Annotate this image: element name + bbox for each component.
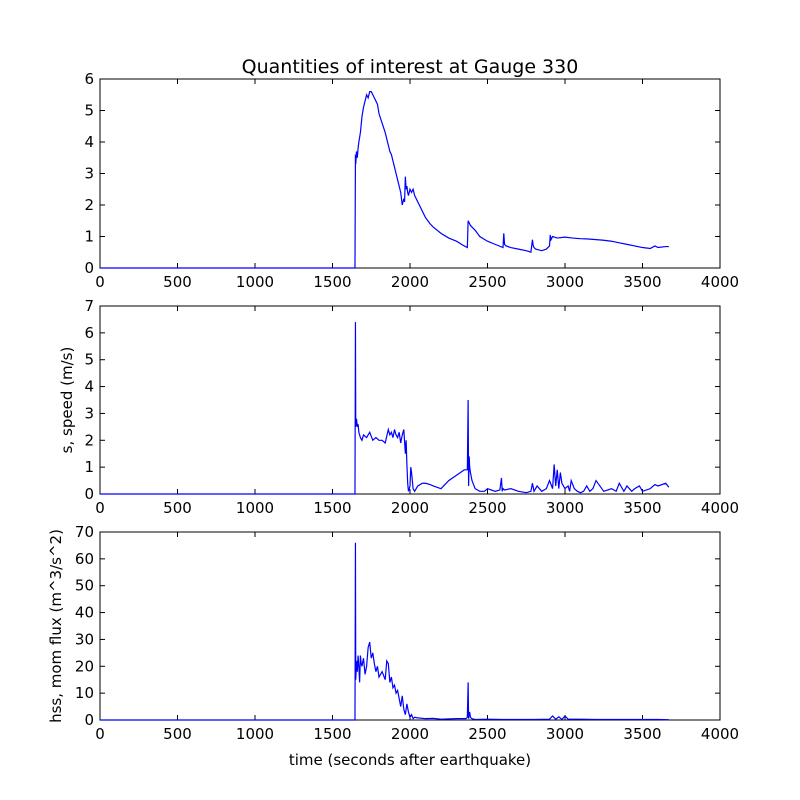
y-tick-label: 2 xyxy=(84,431,94,449)
x-tick-label: 1500 xyxy=(313,273,351,291)
x-tick-label: 3500 xyxy=(623,273,661,291)
x-tick-label: 0 xyxy=(95,273,105,291)
y-tick-label: 4 xyxy=(84,378,94,396)
y-axis-label: hss, mom flux (m^3/s^2) xyxy=(47,529,65,723)
x-tick-label: 3500 xyxy=(623,725,661,743)
chart-title: Quantities of interest at Gauge 330 xyxy=(242,56,579,78)
y-tick-label: 3 xyxy=(84,165,94,183)
plot-frame xyxy=(99,531,721,721)
panel-surface: 0 500 1000 1500 2000 2500 3000 3500 4000 0 1 2 3 4 5 6 xyxy=(84,70,739,291)
y-tick-label: 70 xyxy=(75,523,94,541)
y-tick-label: 0 xyxy=(84,711,94,729)
x-tick-label: 2000 xyxy=(391,273,429,291)
y-tick-label: 40 xyxy=(75,604,94,622)
series-line xyxy=(100,91,669,269)
y-tick-label: 60 xyxy=(75,550,94,568)
x-tick-label: 1000 xyxy=(236,273,274,291)
x-tick-label: 4000 xyxy=(701,273,739,291)
y-tick-label: 1 xyxy=(84,228,94,246)
y-tick-label: 6 xyxy=(84,324,94,342)
x-tick-label: 1000 xyxy=(236,725,274,743)
y-tick-label: 6 xyxy=(84,70,94,88)
x-tick-label: 1000 xyxy=(236,499,274,517)
y-tick-label: 2 xyxy=(84,196,94,214)
plot-frame xyxy=(99,305,721,495)
y-tick-label: 7 xyxy=(84,297,94,315)
y-axis-label: s, speed (m/s) xyxy=(58,347,76,454)
x-tick-label: 0 xyxy=(95,725,105,743)
x-tick-label: 0 xyxy=(95,499,105,517)
x-tick-label: 3500 xyxy=(623,499,661,517)
x-tick-label: 500 xyxy=(163,273,192,291)
x-tick-label: 4000 xyxy=(701,725,739,743)
y-tick-label: 20 xyxy=(75,657,94,675)
y-tick-label: 1 xyxy=(84,458,94,476)
axis-ticks: 0 500 1000 1500 2000 2500 3000 3500 4000 0 10 20 30 4… xyxy=(75,523,739,743)
x-axis-label: time (seconds after earthquake) xyxy=(289,751,531,769)
panel-speed: 0 500 1000 1500 2000 2500 3000 3500 4000 0 1 2 3 4 5 6 7… xyxy=(58,297,739,517)
x-tick-label: 500 xyxy=(163,725,192,743)
axis-ticks: 0 500 1000 1500 2000 2500 3000 3500 4000 0 1 2 3 4 5 6 xyxy=(84,70,739,291)
y-tick-label: 0 xyxy=(84,259,94,277)
y-tick-label: 4 xyxy=(84,133,94,151)
x-tick-label: 2000 xyxy=(391,725,429,743)
y-tick-label: 5 xyxy=(84,351,94,369)
y-tick-label: 50 xyxy=(75,577,94,595)
y-tick-label: 10 xyxy=(75,684,94,702)
x-tick-label: 2500 xyxy=(468,499,506,517)
x-tick-label: 1500 xyxy=(313,499,351,517)
y-tick-label: 3 xyxy=(84,404,94,422)
plot-frame xyxy=(99,78,721,269)
x-tick-label: 3000 xyxy=(546,499,584,517)
x-tick-label: 3000 xyxy=(546,273,584,291)
x-tick-label: 3000 xyxy=(546,725,584,743)
x-tick-label: 2500 xyxy=(468,725,506,743)
series-line xyxy=(100,542,669,721)
y-tick-label: 30 xyxy=(75,630,94,648)
x-tick-label: 2000 xyxy=(391,499,429,517)
x-tick-label: 2500 xyxy=(468,273,506,291)
y-tick-label: 5 xyxy=(84,102,94,120)
y-tick-label: 0 xyxy=(84,485,94,503)
x-tick-label: 500 xyxy=(163,499,192,517)
axis-ticks: 0 500 1000 1500 2000 2500 3000 3500 4000 0 1 2 3 4 5 6 7 xyxy=(84,297,739,517)
x-tick-label: 4000 xyxy=(701,499,739,517)
x-tick-label: 1500 xyxy=(313,725,351,743)
series-line xyxy=(100,322,670,495)
panel-momentum-flux: 0 500 1000 1500 2000 2500 3000 3500 4000 0 10 20 30 4… xyxy=(47,523,739,743)
